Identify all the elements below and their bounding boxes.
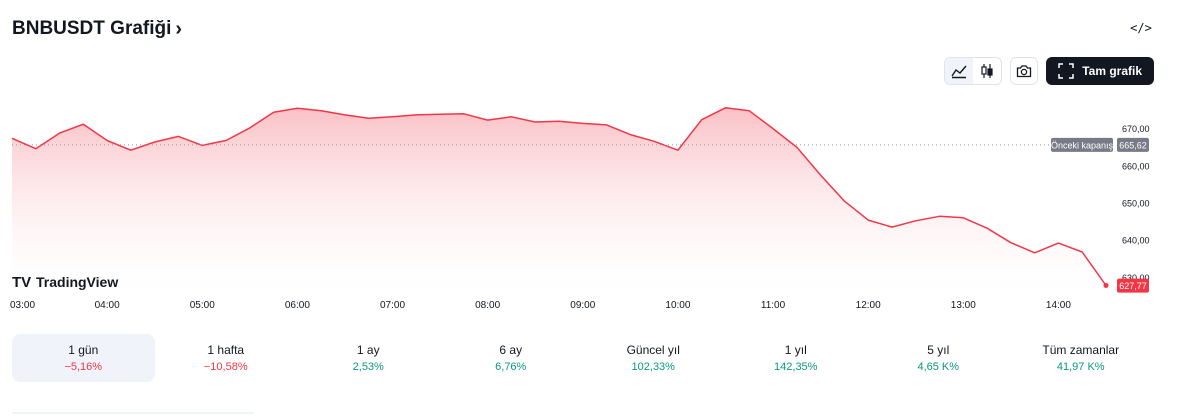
page-title: BNBUSDT Grafiği (12, 18, 172, 39)
period-change: 41,97 K% (1056, 361, 1105, 373)
x-tick-label: 04:00 (95, 300, 120, 311)
tradingview-watermark: TV TradingView (12, 274, 118, 291)
period-tab[interactable]: 6 ay 6,76% (440, 334, 583, 382)
last-price-dot (1103, 282, 1109, 288)
fullscreen-icon (1058, 63, 1074, 79)
chart-toolbar: Tam grafik (944, 57, 1154, 85)
previous-close-badge: Önceki kapanış 665,62 (1051, 137, 1149, 152)
period-change: 142,35% (774, 361, 818, 373)
full-chart-button[interactable]: Tam grafik (1046, 57, 1154, 85)
tradingview-logo: TV (12, 274, 31, 291)
candlestick-button[interactable] (973, 58, 1001, 84)
period-tab[interactable]: 5 yıl 4,65 K% (867, 334, 1010, 382)
price-line (11, 107, 1107, 286)
period-label: Güncel yıl (626, 343, 680, 357)
area-chart-icon (951, 65, 967, 79)
camera-icon (1017, 65, 1032, 78)
period-selector: 1 gün −5,16% 1 hafta −10,58% 1 ay 2,53% 6 ay 6,… (12, 334, 1152, 382)
previous-close-value-bg (1117, 137, 1149, 152)
x-tick-label: 07:00 (380, 300, 405, 311)
embed-glyph: </> (1130, 21, 1152, 35)
period-tab[interactable]: Güncel yıl 102,33% (582, 334, 725, 382)
y-tick-label: 630,00 (1122, 273, 1150, 283)
period-label: 6 ay (499, 343, 523, 357)
scroll-indicator (12, 412, 254, 414)
price-area (12, 107, 1106, 294)
period-change: 102,33% (631, 361, 675, 373)
previous-close-label-bg (1051, 137, 1113, 152)
period-label: Tüm zamanlar (1042, 343, 1120, 357)
y-tick-label: 660,00 (1122, 161, 1150, 171)
price-chart[interactable]: Önceki kapanış 665,62 670,00 660,00 650,00 64… (0, 90, 1160, 320)
period-change: −5,16% (64, 361, 103, 373)
period-tab[interactable]: 1 yıl 142,35% (725, 334, 868, 382)
period-tab[interactable]: 1 hafta −10,58% (155, 334, 298, 382)
chart-style-switch (944, 57, 1003, 85)
y-tick-label: 640,00 (1122, 236, 1150, 246)
period-tab[interactable]: 1 gün −5,16% (12, 334, 155, 382)
period-label: 1 gün (68, 343, 99, 357)
period-tab[interactable]: 1 ay 2,53% (297, 334, 440, 382)
period-change: 2,53% (352, 361, 384, 373)
period-label: 1 yıl (784, 343, 807, 357)
period-change: −10,58% (203, 361, 248, 373)
period-tab[interactable]: Tüm zamanlar 41,97 K% (1010, 334, 1153, 382)
x-tick-label: 08:00 (475, 300, 500, 311)
x-tick-label: 10:00 (665, 300, 690, 311)
snapshot-button[interactable] (1010, 57, 1039, 85)
x-tick-label: 09:00 (570, 300, 595, 311)
period-change: 6,76% (495, 361, 527, 373)
y-tick-label: 650,00 (1122, 198, 1150, 208)
period-change: 4,65 K% (917, 361, 960, 373)
x-tick-label: 11:00 (761, 300, 786, 311)
full-chart-label: Tam grafik (1082, 64, 1142, 78)
tradingview-text: TradingView (36, 274, 118, 290)
x-tick-label: 06:00 (285, 300, 310, 311)
previous-close-label: Önceki kapanış (1051, 140, 1114, 150)
y-tick-label: 670,00 (1122, 124, 1150, 134)
code-icon[interactable]: </> (1130, 17, 1152, 39)
last-price-label: 627,77 (1119, 281, 1147, 291)
x-tick-label: 13:00 (951, 300, 976, 311)
area-chart-button[interactable] (945, 58, 974, 84)
chart-title-link[interactable]: BNBUSDT Grafiği › (12, 18, 182, 40)
last-price-badge-bg (1117, 278, 1149, 293)
x-tick-label: 14:00 (1046, 300, 1071, 311)
x-tick-label: 05:00 (190, 300, 215, 311)
period-label: 5 yıl (927, 343, 950, 357)
period-label: 1 ay (356, 343, 380, 357)
x-tick-label: 12:00 (856, 300, 881, 311)
period-label: 1 hafta (207, 343, 245, 357)
chevron-right-icon: › (175, 18, 183, 40)
x-tick-label: 03:00 (10, 300, 35, 311)
candlestick-icon (981, 64, 993, 78)
previous-close-value: 665,62 (1119, 140, 1147, 150)
